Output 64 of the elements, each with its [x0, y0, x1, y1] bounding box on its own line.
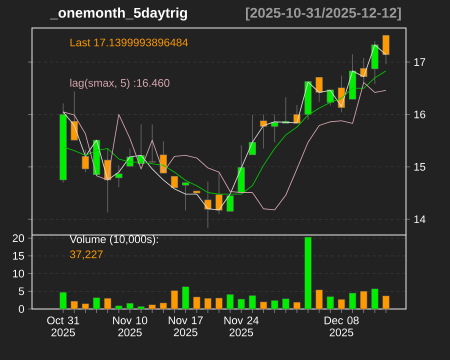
candlestick: [215, 172, 223, 214]
bar: [360, 291, 368, 310]
chart-title: _onemonth_5daytrig: [50, 7, 187, 21]
y-tick-label: 15: [13, 252, 24, 260]
bar: [126, 303, 134, 310]
candlestick: [82, 149, 90, 173]
y-tick-label: 5: [18, 287, 24, 296]
bar: [316, 290, 323, 310]
y-tick-label: 17: [414, 58, 426, 66]
candlestick: [248, 114, 256, 156]
candlestick: [115, 164, 122, 188]
bar: [226, 294, 234, 310]
candlestick: [226, 195, 234, 212]
bar: [138, 306, 145, 310]
y-tick-label: 20: [12, 234, 24, 242]
annotation: Volume (10,000s):: [70, 235, 158, 246]
annotation: Last 17.1399993896484: [70, 38, 188, 46]
x-tick-label: Oct 31 2025: [47, 316, 80, 336]
chart-subtitle: [2025-10-31/2025-12-12]: [246, 7, 401, 21]
candlestick: [148, 124, 156, 163]
candlestick: [182, 182, 190, 211]
bar: [204, 298, 212, 310]
bar: [260, 302, 268, 310]
bar: [326, 296, 334, 310]
bar: [371, 288, 378, 310]
y-tick-label: 14: [414, 215, 426, 224]
y-tick-label: 16: [414, 110, 426, 118]
bar: [82, 303, 89, 310]
bar: [338, 299, 345, 310]
candlestick: [204, 181, 212, 229]
bar: [349, 292, 356, 310]
y-tick-label: 15: [414, 163, 426, 171]
x-tick-label: Nov 10 2025: [113, 316, 148, 336]
bar: [293, 302, 300, 310]
candlestick: [70, 91, 78, 142]
candlestick: [271, 114, 278, 143]
candlestick: [170, 176, 178, 188]
bar: [93, 297, 100, 310]
bar: [182, 286, 190, 310]
annotation: 37,227: [70, 250, 103, 260]
candlestick: [382, 34, 390, 65]
x-tick-label: Nov 17 2025: [168, 316, 203, 336]
bar: [70, 301, 78, 310]
text: lag(smax, 5) :16.460: [70, 78, 170, 90]
bar: [115, 306, 122, 310]
bar: [238, 298, 245, 310]
bar: [282, 298, 290, 310]
bar: [148, 304, 156, 310]
y-tick-label: 0: [18, 305, 24, 313]
bar: [193, 296, 200, 310]
candlestick: [260, 114, 268, 149]
x-tick-label: Dec 08 2025: [324, 316, 359, 336]
y-tick-label: 10: [13, 270, 24, 278]
bar: [104, 298, 112, 310]
bar: [304, 236, 312, 310]
bar: [60, 292, 67, 310]
bar: [382, 296, 390, 310]
bar: [170, 290, 178, 310]
bar: [248, 295, 256, 310]
bar: [215, 298, 223, 310]
bar: [160, 302, 167, 310]
x-tick-label: Nov 24 2025: [224, 316, 259, 336]
bar: [271, 300, 278, 310]
candlestick: [316, 76, 323, 102]
